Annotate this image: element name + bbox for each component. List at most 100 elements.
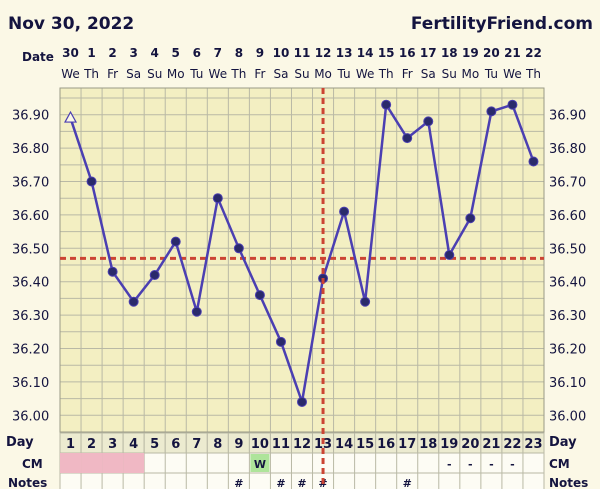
period-marker: [102, 453, 124, 473]
cm-entry: -: [510, 458, 515, 471]
date-label: 16: [399, 46, 416, 60]
date-label: 13: [336, 46, 353, 60]
cycle-day-label: 2: [87, 437, 96, 452]
notes-row-label-right: Notes: [549, 476, 588, 489]
plot-background: [60, 88, 544, 432]
weekday-label: Su: [147, 67, 162, 81]
date-label: 21: [504, 46, 521, 60]
cm-row-label-right: CM: [549, 457, 570, 471]
weekday-label: Fr: [254, 67, 265, 81]
weekday-label: Tu: [337, 67, 351, 81]
temperature-point: [275, 336, 286, 347]
date-label: 3: [129, 46, 137, 60]
date-label: 6: [193, 46, 201, 60]
y-tick-label-left: 36.90: [12, 109, 49, 124]
day-row-label-left: Day: [6, 435, 34, 450]
cycle-day-label: 7: [192, 437, 201, 452]
date-label: 20: [483, 46, 500, 60]
y-tick-label-right: 36.60: [549, 209, 586, 224]
date-label: 15: [378, 46, 395, 60]
plot-border: [59, 87, 545, 433]
temperature-point: [191, 306, 202, 317]
weekday-label: Th: [230, 67, 246, 81]
y-tick-label-left: 36.10: [12, 376, 49, 391]
cm-entry: W: [254, 458, 266, 471]
y-tick-label-right: 36.70: [549, 176, 586, 191]
y-tick-label-left: 36.60: [12, 209, 49, 224]
weekday-label: We: [209, 67, 228, 81]
cm-entry: -: [489, 458, 494, 471]
cycle-day-label: 23: [524, 437, 542, 452]
temperature-point: [128, 296, 139, 307]
date-label: 9: [256, 46, 264, 60]
y-tick-label-right: 36.00: [549, 409, 586, 424]
y-tick-label-left: 36.40: [12, 276, 49, 291]
temperature-point: [149, 270, 160, 281]
y-tick-label-left: 36.70: [12, 176, 49, 191]
period-marker: [60, 453, 82, 473]
temperature-point-open: [64, 110, 78, 123]
temperature-point: [486, 106, 497, 117]
cycle-day-label: 3: [108, 437, 117, 452]
temperature-point: [528, 156, 539, 167]
weekday-label: Su: [294, 67, 309, 81]
temperature-point: [297, 396, 307, 407]
cm-watery-cell: [250, 454, 270, 472]
weekday-label: Tu: [484, 67, 498, 81]
y-tick-label-left: 36.20: [12, 343, 49, 358]
note-marker: #: [297, 477, 306, 489]
temperature-point: [444, 249, 455, 260]
weekday-label: Th: [525, 67, 541, 81]
temperature-point: [402, 133, 413, 144]
cycle-day-label: 8: [213, 437, 222, 452]
date-label: 30: [62, 46, 79, 60]
cycle-day-label: 4: [129, 437, 138, 452]
date-label: 11: [294, 46, 311, 60]
weekday-label: Su: [442, 67, 457, 81]
weekday-label: Th: [83, 67, 99, 81]
weekday-label: Fr: [107, 67, 118, 81]
y-tick-label-right: 36.50: [549, 242, 586, 257]
y-tick-label-left: 36.50: [12, 242, 49, 257]
notes-row-label-left: Notes: [8, 476, 47, 489]
temperature-point: [233, 243, 244, 254]
y-tick-label-left: 36.00: [12, 409, 49, 424]
temperature-point: [339, 206, 350, 217]
cycle-day-label: 17: [398, 437, 416, 452]
temperature-point: [86, 176, 97, 187]
temperature-point: [507, 99, 518, 110]
temperature-point: [360, 296, 371, 307]
cycle-day-label: 9: [234, 437, 243, 452]
plot-area: [59, 87, 545, 433]
date-label: 22: [525, 46, 542, 60]
date-label: 2: [108, 46, 116, 60]
date-row-label: Date: [22, 50, 54, 64]
y-tick-label-right: 36.10: [549, 376, 586, 391]
cm-entry: -: [468, 458, 473, 471]
cycle-day-label: 5: [150, 437, 159, 452]
period-marker: [123, 453, 145, 473]
temperature-point: [254, 290, 265, 301]
note-marker: #: [276, 477, 285, 489]
cycle-day-label: 11: [272, 437, 290, 452]
cm-entry: -: [447, 458, 452, 471]
date-label: 19: [462, 46, 479, 60]
cycle-day-label: 15: [356, 437, 374, 452]
day-row-label-right: Day: [549, 435, 577, 450]
cycle-day-label: 22: [503, 437, 521, 452]
weekday-label: Mo: [314, 67, 332, 81]
cycle-day-label: 14: [335, 437, 353, 452]
temperature-point: [465, 213, 476, 224]
note-marker: #: [234, 477, 243, 489]
date-label: 7: [214, 46, 222, 60]
day-cell: [522, 432, 545, 454]
temperature-point: [381, 99, 392, 110]
weekday-label: Mo: [167, 67, 185, 81]
y-tick-label-left: 36.30: [12, 309, 49, 324]
date-label: 17: [420, 46, 437, 60]
date-label: 14: [357, 46, 374, 60]
weekday-label: Th: [378, 67, 394, 81]
cycle-day-label: 12: [293, 437, 311, 452]
